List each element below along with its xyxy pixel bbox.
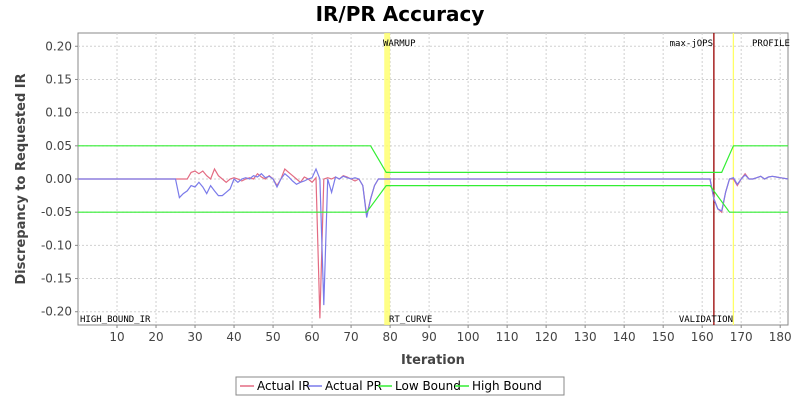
series-line-low-bound <box>78 185 788 213</box>
chart-title: IR/PR Accuracy <box>316 2 485 26</box>
series-line-high-bound <box>78 145 788 173</box>
x-tick-label: 10 <box>109 330 124 344</box>
annotation-max-jops: max-jOPS <box>670 39 713 49</box>
y-axis: 0.20 0.15 0.10 0.05 0.00 -0.05 -0.10 -0.15 -0.20 <box>41 39 78 319</box>
x-tick-label: 100 <box>457 330 480 344</box>
x-tick-label: 130 <box>574 330 597 344</box>
x-tick-label: 20 <box>148 330 163 344</box>
y-tick-label: -0.15 <box>41 272 72 286</box>
legend-entry: Low Bound <box>395 379 461 393</box>
y-tick-label: 0.00 <box>45 172 72 186</box>
legend-entry: High Bound <box>472 379 542 393</box>
annotation-rt-curve: RT_CURVE <box>389 315 432 325</box>
legend-entry: Actual PR <box>325 379 382 393</box>
y-tick-label: -0.20 <box>41 305 72 319</box>
series-line-actual-ir <box>78 167 789 319</box>
y-tick-label: -0.05 <box>41 205 72 219</box>
x-tick-label: 40 <box>226 330 241 344</box>
series-line-actual-pr <box>78 167 789 306</box>
x-tick-label: 70 <box>343 330 358 344</box>
legend-box <box>235 376 565 396</box>
annotation-high-bound-ir: HIGH_BOUND_IR <box>80 315 151 325</box>
x-tick-label: 30 <box>187 330 202 344</box>
y-axis-label: Discrepancy to Requested IR <box>14 73 29 284</box>
x-tick-label: 90 <box>421 330 436 344</box>
x-tick-label: 150 <box>652 330 675 344</box>
legend: Actual IR Actual PR Low Bound High Bound <box>235 376 565 396</box>
annotation-warmup: WARMUP <box>383 39 416 49</box>
legend-entry: Actual IR <box>257 379 310 393</box>
x-tick-label: 80 <box>382 330 397 344</box>
y-tick-label: 0.05 <box>45 139 72 153</box>
y-tick-label: -0.10 <box>41 238 72 252</box>
x-tick-label: 160 <box>691 330 714 344</box>
x-tick-label: 50 <box>265 330 280 344</box>
y-tick-label: 0.10 <box>45 106 72 120</box>
y-tick-label: 0.20 <box>45 39 72 53</box>
x-tick-label: 120 <box>535 330 558 344</box>
annotation-validation: VALIDATION <box>679 315 733 325</box>
x-tick-label: 110 <box>496 330 519 344</box>
y-tick-label: 0.15 <box>45 72 72 86</box>
x-tick-label: 180 <box>769 330 792 344</box>
x-tick-label: 60 <box>304 330 319 344</box>
x-axis-label: Iteration <box>401 353 465 368</box>
x-axis: 10 20 30 40 50 60 70 80 90 100 110 120 130 140 150 160 1… <box>109 325 792 344</box>
x-tick-label: 140 <box>613 330 636 344</box>
series-group <box>78 145 789 319</box>
annotations: WARMUP max-jOPS PROFILE HIGH_BOUND_IR RT… <box>80 39 790 325</box>
x-tick-label: 170 <box>730 330 753 344</box>
annotation-profile: PROFILE <box>752 39 790 49</box>
